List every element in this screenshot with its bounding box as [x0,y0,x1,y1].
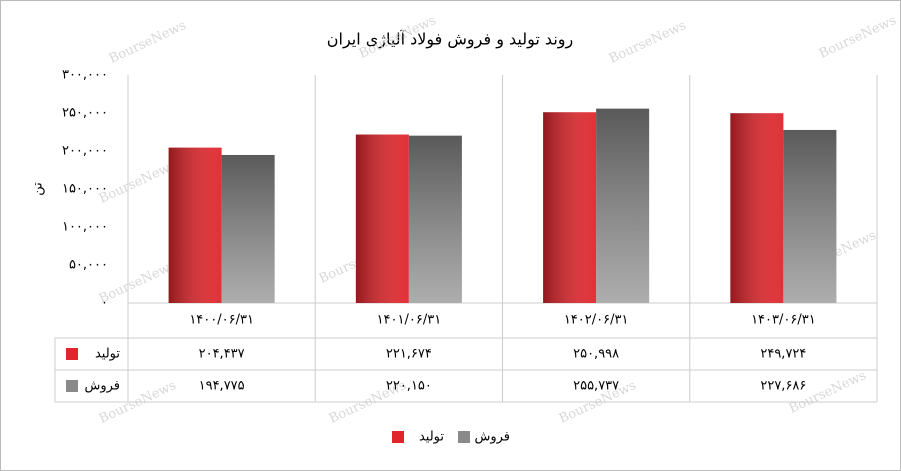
y-tick-label: ۳۰۰,۰۰۰ [62,68,108,83]
y-tick-label: ۱۵۰,۰۰۰ [62,182,108,197]
table-value: ۲۲۷,۶۸۶ [760,379,806,394]
legend-swatch [392,431,404,443]
y-axis-label: تن [31,182,46,196]
x-tick-label: ۱۴۰۰/۰۶/۳۱ [189,313,254,328]
legend-swatch [66,348,78,360]
bar-shade [783,129,837,303]
bar-shade [408,135,462,303]
row-header: فروش [84,379,120,394]
y-tick-label: ۰ [101,296,108,311]
y-tick-label: ۱۰۰,۰۰۰ [62,220,108,235]
table-value: ۲۵۰,۹۹۸ [573,347,619,362]
x-tick-label: ۱۴۰۳/۰۶/۳۱ [751,313,816,328]
table-value: ۲۰۴,۴۳۷ [199,347,245,362]
row-header: تولید [95,347,120,362]
bar-shade [221,154,275,303]
table-value: ۱۹۴,۷۷۵ [199,379,245,394]
table-value: ۲۲۱,۶۷۴ [386,347,432,362]
bar-shade [168,147,222,303]
legend-label: تولید [419,430,444,445]
bar-shade [596,108,650,303]
y-tick-label: ۲۰۰,۰۰۰ [62,144,108,159]
y-tick-label: ۵۰,۰۰۰ [69,258,108,273]
bar-shade [730,113,784,303]
legend-swatch [66,380,78,392]
bar-shade [355,134,409,303]
chart-title: روند تولید و فروش فولاد آلیاژی ایران [327,30,573,50]
x-tick-label: ۱۴۰۲/۰۶/۳۱ [564,313,629,328]
bar-shade [543,112,597,304]
x-tick-label: ۱۴۰۱/۰۶/۳۱ [377,313,442,328]
table-value: ۲۲۰,۱۵۰ [386,379,432,394]
table-value: ۲۵۵,۷۳۷ [573,379,619,394]
legend-label: فروش [474,430,510,445]
table-value: ۲۴۹,۷۲۴ [760,347,806,362]
legend-swatch [458,431,470,443]
y-tick-label: ۲۵۰,۰۰۰ [62,106,108,121]
